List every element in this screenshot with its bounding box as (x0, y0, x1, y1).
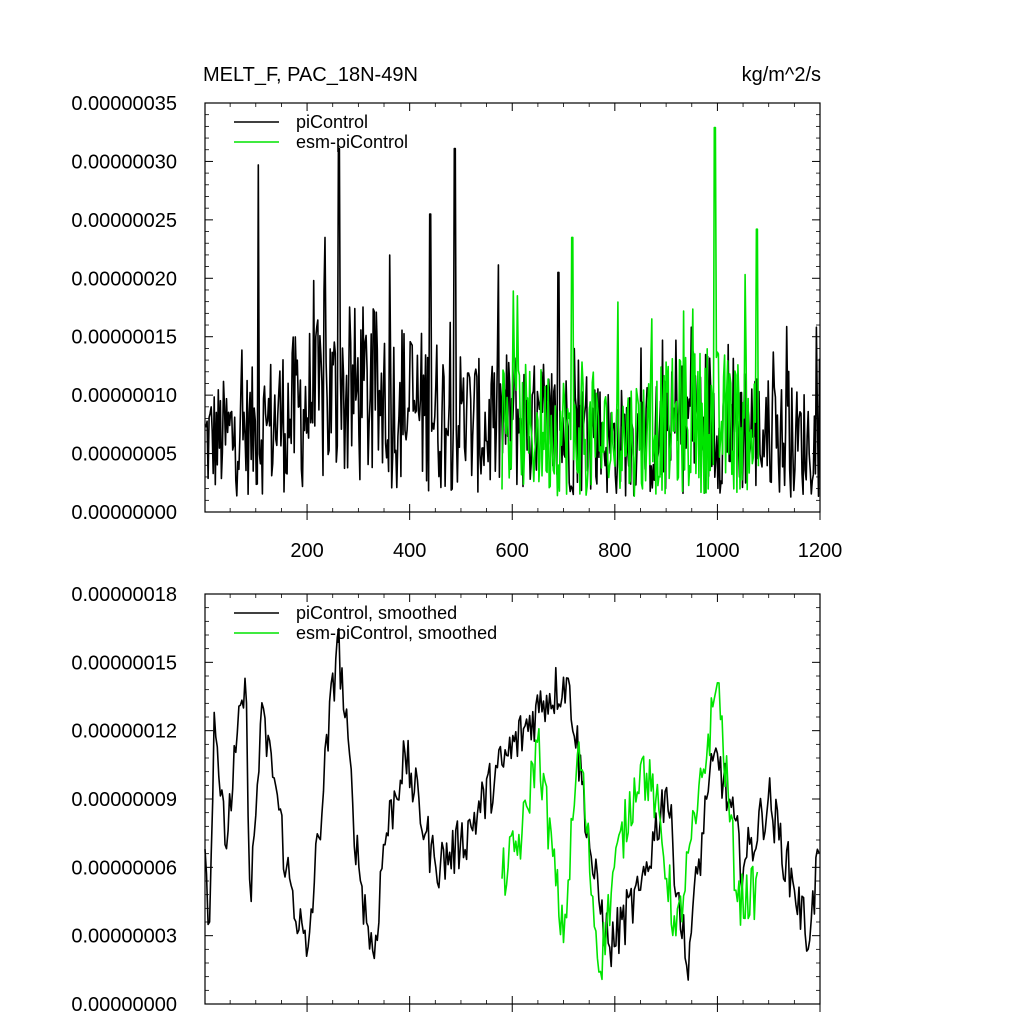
chart-title: MELT_F, PAC_18N-49N (203, 64, 418, 86)
top-series-group (204, 126, 821, 498)
y-tick-label: 0.00000012 (71, 721, 177, 743)
x-tick-label: 400 (393, 540, 426, 562)
x-tick-label: 1200 (798, 540, 843, 562)
x-tick-label: 800 (598, 540, 631, 562)
top-legend: piControl esm-piControl (234, 112, 408, 152)
x-tick-label: 200 (290, 540, 323, 562)
y-tick-label: 0.00000003 (71, 926, 177, 948)
y-tick-label: 0.00000006 (71, 857, 177, 879)
legend-label-picontrol: piControl (296, 112, 368, 132)
y-tick-label: 0.00000035 (71, 93, 177, 115)
y-tick-label: 0.00000030 (71, 151, 177, 173)
series-line-esm-picontrol (501, 126, 760, 497)
y-tick-label: 0.00000015 (71, 327, 177, 349)
bottom-legend: piControl, smoothed esm-piControl, smoot… (234, 603, 497, 643)
series-line-esm-picontrol-smoothed (501, 682, 759, 981)
y-tick-label: 0.00000025 (71, 210, 177, 232)
y-tick-label: 0.00000009 (71, 789, 177, 811)
y-tick-label: 0.00000015 (71, 652, 177, 674)
y-tick-label: 0.00000000 (71, 994, 177, 1016)
legend-label-picontrol-smoothed: piControl, smoothed (296, 603, 457, 623)
x-tick-label: 600 (496, 540, 529, 562)
y-tick-label: 0.00000010 (71, 385, 177, 407)
top-axis-ticks: 0.00000000 0.00000005 0.00000010 0.00000015… (71, 93, 842, 562)
y-tick-label: 0.00000000 (71, 502, 177, 524)
y-tick-label: 0.00000020 (71, 268, 177, 290)
bottom-axis-ticks: 0.00000000 0.00000003 0.00000006 0.00000009… (71, 584, 821, 1016)
legend-label-esm-picontrol: esm-piControl (296, 132, 408, 152)
legend-label-esm-picontrol-smoothed: esm-piControl, smoothed (296, 623, 497, 643)
x-tick-label: 1000 (695, 540, 740, 562)
units-label: kg/m^2/s (742, 64, 821, 86)
series-line-picontrol-smoothed (204, 627, 820, 981)
y-tick-label: 0.00000018 (71, 584, 177, 606)
bottom-series-group (204, 627, 820, 981)
y-tick-label: 0.00000005 (71, 444, 177, 466)
